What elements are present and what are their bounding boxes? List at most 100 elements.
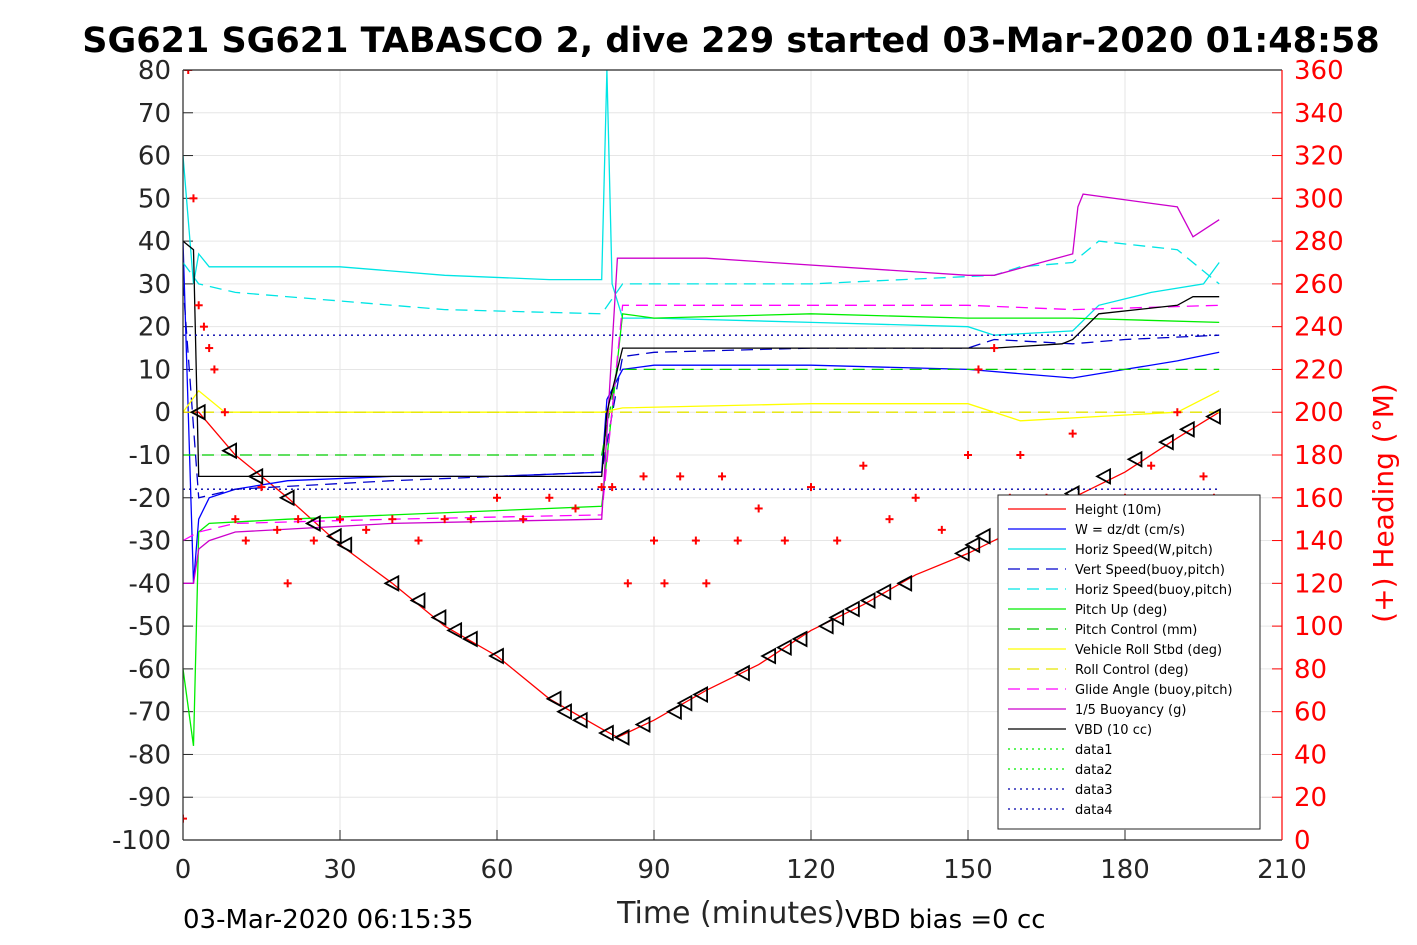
heading-point <box>833 536 842 545</box>
y-left-tick-label: -20 <box>129 484 171 514</box>
chart-title: SG621 SG621 TABASCO 2, dive 229 started … <box>82 21 1379 61</box>
heading-point <box>1199 472 1208 481</box>
y-left-tick-label: 70 <box>138 99 171 129</box>
legend-entry: Pitch Up (deg) <box>1075 603 1167 618</box>
series-line-11 <box>183 240 1220 478</box>
height-marker <box>1126 450 1143 468</box>
heading-point <box>780 536 789 545</box>
y-right-tick-label: 200 <box>1294 398 1344 428</box>
height-marker <box>461 630 478 648</box>
legend-entry: Horiz Speed(buoy,pitch) <box>1075 583 1232 598</box>
heading-point <box>1016 451 1025 459</box>
x-tick-label: 150 <box>943 855 993 885</box>
legend-entry: data1 <box>1075 743 1113 758</box>
legend-box <box>997 494 1261 830</box>
height-marker <box>613 728 630 746</box>
y-right-tick-label: 320 <box>1294 142 1344 172</box>
height-marker <box>676 694 693 712</box>
height-marker <box>247 467 264 485</box>
y-left-tick-label: 0 <box>154 398 171 428</box>
heading-point <box>493 493 501 502</box>
height-marker <box>734 664 750 682</box>
y-right-tick-label: 100 <box>1294 612 1344 642</box>
series-line-5 <box>183 313 1220 746</box>
height-marker <box>1157 433 1174 451</box>
height-marker <box>446 621 463 639</box>
heading-point <box>1173 408 1182 417</box>
legend-entry: data4 <box>1075 803 1113 818</box>
y-left-tick-label: -70 <box>129 698 171 728</box>
y-left-tick-label: 40 <box>138 227 171 257</box>
heading-point <box>189 194 198 203</box>
heading-point <box>702 579 711 588</box>
axis-ticks: 0 30 60 90 120 150 180 21080706050403020100-10-… <box>112 56 1344 885</box>
y-axis-right-label: (+) Heading (°M) <box>1367 383 1400 623</box>
height-marker <box>791 630 808 648</box>
y-left-tick-label: 30 <box>138 270 171 300</box>
series-line-2 <box>183 70 1220 336</box>
heading-point <box>859 461 868 470</box>
height-marker <box>488 647 504 665</box>
height-marker <box>843 600 860 618</box>
heading-point <box>964 451 972 459</box>
heading-point <box>597 483 606 492</box>
height-marker <box>1095 467 1111 485</box>
y-right-tick-label: 260 <box>1294 270 1344 300</box>
y-left-tick-label: -10 <box>129 441 171 471</box>
heading-point <box>623 579 632 588</box>
x-tick-label: 30 <box>323 855 356 885</box>
y-right-tick-label: 160 <box>1294 484 1344 514</box>
height-marker <box>666 703 682 721</box>
y-right-tick-label: 60 <box>1294 698 1327 728</box>
legend-entry: Roll Control (deg) <box>1075 663 1189 678</box>
heading-point <box>466 515 475 524</box>
footer-timestamp: 03-Mar-2020 06:15:35 <box>183 905 473 935</box>
y-right-tick-label: 280 <box>1294 227 1344 257</box>
y-left-tick-label: -40 <box>129 569 171 599</box>
heading-point <box>294 515 303 524</box>
height-marker <box>571 711 588 729</box>
height-marker <box>1178 420 1195 438</box>
heading-point <box>911 493 920 502</box>
y-left-tick-label: 50 <box>138 184 171 214</box>
height-marker <box>430 609 447 627</box>
height-marker <box>1205 407 1221 426</box>
heading-point <box>885 515 894 524</box>
heading-point <box>1068 429 1077 438</box>
heading-point <box>414 536 423 545</box>
y-right-tick-label: 300 <box>1294 184 1344 214</box>
heading-point <box>183 814 187 823</box>
height-marker <box>336 536 353 554</box>
height-marker <box>828 609 845 627</box>
y-right-tick-label: 180 <box>1294 441 1344 471</box>
y-right-tick-label: 340 <box>1294 99 1344 129</box>
heading-point <box>990 344 999 353</box>
height-marker <box>817 617 834 635</box>
legend-entry: data2 <box>1075 763 1113 778</box>
heading-point <box>205 344 214 353</box>
series-line-1 <box>183 241 1220 584</box>
heading-point <box>336 515 344 524</box>
heading-point <box>273 525 282 534</box>
heading-point <box>440 515 449 524</box>
x-tick-label: 210 <box>1257 855 1307 885</box>
legend-entry: W = dz/dt (cm/s) <box>1075 523 1185 538</box>
y-left-tick-label: -50 <box>129 612 171 642</box>
heading-point <box>639 472 648 481</box>
x-tick-label: 180 <box>1100 855 1150 885</box>
height-marker <box>304 514 321 532</box>
heading-point <box>660 579 669 588</box>
heading-point <box>231 515 240 524</box>
height-marker <box>409 591 426 609</box>
y-right-tick-label: 80 <box>1294 655 1327 685</box>
y-left-tick-label: -90 <box>129 783 171 813</box>
series-line-4 <box>183 240 1220 315</box>
y-left-tick-label: -80 <box>129 740 171 770</box>
legend-entry: Height (10m) <box>1075 503 1161 518</box>
heading-point <box>718 472 727 481</box>
x-tick-label: 0 <box>175 855 192 885</box>
y-left-tick-label: -30 <box>129 527 171 557</box>
height-marker <box>598 724 614 742</box>
legend-entry: VBD (10 cc) <box>1075 723 1152 738</box>
heading-point <box>362 525 371 534</box>
